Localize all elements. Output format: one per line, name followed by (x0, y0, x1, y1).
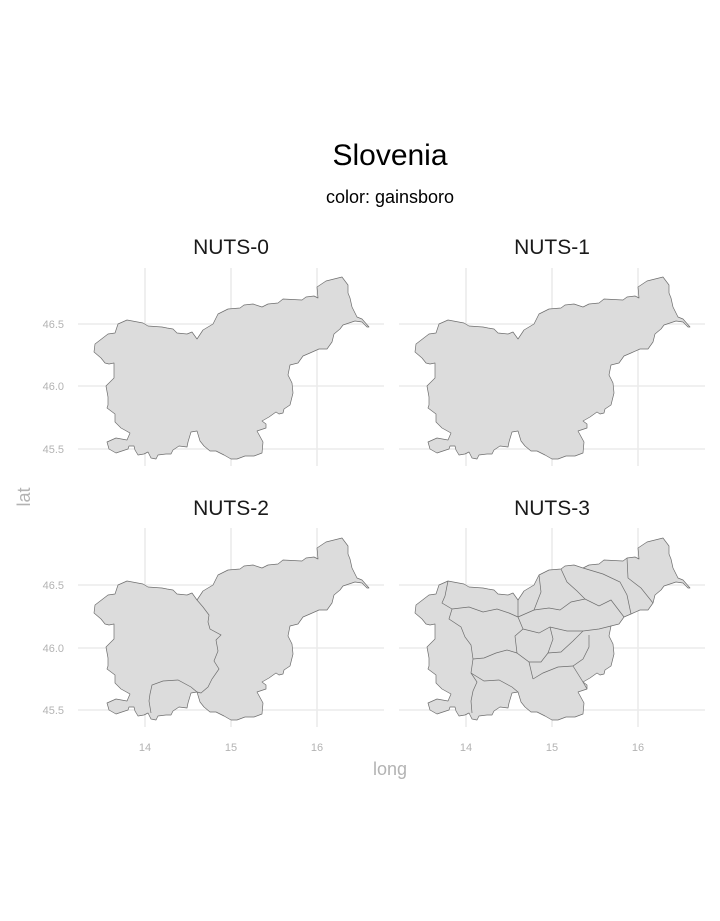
y-tick-label: 46.5 (43, 580, 64, 592)
chart-title: Slovenia (332, 139, 447, 172)
x-tick-label: 15 (225, 742, 237, 754)
map-nuts3 (414, 537, 691, 721)
x-ticks-right: 14 15 16 (460, 742, 644, 754)
x-tick-label: 15 (546, 742, 558, 754)
chart-subtitle: color: gainsboro (326, 187, 454, 207)
y-tick-label: 45.5 (43, 705, 64, 717)
y-axis-title: lat (14, 487, 34, 506)
x-axis-title: long (373, 759, 407, 779)
y-tick-label: 46.5 (43, 319, 64, 331)
panel-title-nuts2: NUTS-2 (193, 497, 269, 520)
x-tick-label: 16 (632, 742, 644, 754)
panel-title-nuts1: NUTS-1 (514, 236, 590, 259)
x-tick-label: 16 (311, 742, 323, 754)
y-ticks-bottom: 46.5 46.0 45.5 (43, 580, 64, 717)
y-tick-label: 46.0 (43, 643, 64, 655)
map-nuts2 (93, 537, 370, 721)
y-ticks-top: 46.5 46.0 45.5 (43, 319, 64, 456)
region-boundaries (441, 557, 654, 714)
panel-title-nuts0: NUTS-0 (193, 236, 269, 259)
x-tick-label: 14 (139, 742, 151, 754)
x-ticks-left: 14 15 16 (139, 742, 323, 754)
y-tick-label: 46.0 (43, 381, 64, 393)
region-boundary (148, 599, 222, 714)
x-tick-label: 14 (460, 742, 472, 754)
y-tick-label: 45.5 (43, 444, 64, 456)
panel-title-nuts3: NUTS-3 (514, 497, 590, 520)
